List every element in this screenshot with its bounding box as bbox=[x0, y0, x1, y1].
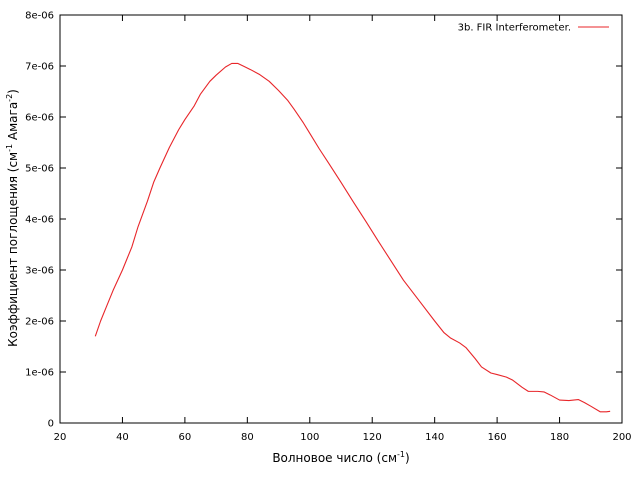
y-tick-label: 1e-06 bbox=[25, 368, 54, 379]
plot-area bbox=[59, 14, 623, 424]
y-tick-label: 2e-06 bbox=[25, 317, 54, 328]
x-tick-label: 120 bbox=[363, 432, 382, 443]
y-tick-label: 6e-06 bbox=[25, 113, 54, 124]
y-axis: 0 1e-06 2e-06 3e-06 4e-06 5e-06 6e-06 7e-06 8e-0… bbox=[25, 11, 622, 430]
y-tick-label: 0 bbox=[48, 419, 54, 430]
y-tick-label: 4e-06 bbox=[25, 215, 54, 226]
x-tick-label: 60 bbox=[179, 432, 192, 443]
legend-label: 3b. FIR Interferometer. bbox=[458, 23, 571, 34]
series-lines bbox=[94, 62, 611, 413]
series-line bbox=[94, 62, 611, 413]
y-tick-label: 3e-06 bbox=[25, 266, 54, 277]
x-tick-label: 200 bbox=[612, 432, 631, 443]
x-tick-label: 20 bbox=[54, 432, 67, 443]
plot-border bbox=[59, 14, 623, 424]
x-tick-label: 100 bbox=[300, 432, 319, 443]
x-tick-label: 140 bbox=[425, 432, 444, 443]
x-axis-title: Волновое число (см-1) bbox=[272, 450, 409, 465]
y-tick-label: 8e-06 bbox=[25, 11, 54, 22]
legend: 3b. FIR Interferometer. bbox=[458, 23, 609, 34]
x-tick-label: 160 bbox=[488, 432, 507, 443]
x-tick-label: 40 bbox=[116, 432, 129, 443]
x-tick-label: 180 bbox=[550, 432, 569, 443]
x-tick-label: 80 bbox=[241, 432, 254, 443]
y-tick-label: 5e-06 bbox=[25, 164, 54, 175]
y-axis-title: Коэффициент поглощения (см-1 Амага-2) bbox=[5, 89, 20, 347]
x-axis: 20 40 60 80 100 120 140 160 180 200 bbox=[54, 15, 632, 443]
y-tick-label: 7e-06 bbox=[25, 62, 54, 73]
